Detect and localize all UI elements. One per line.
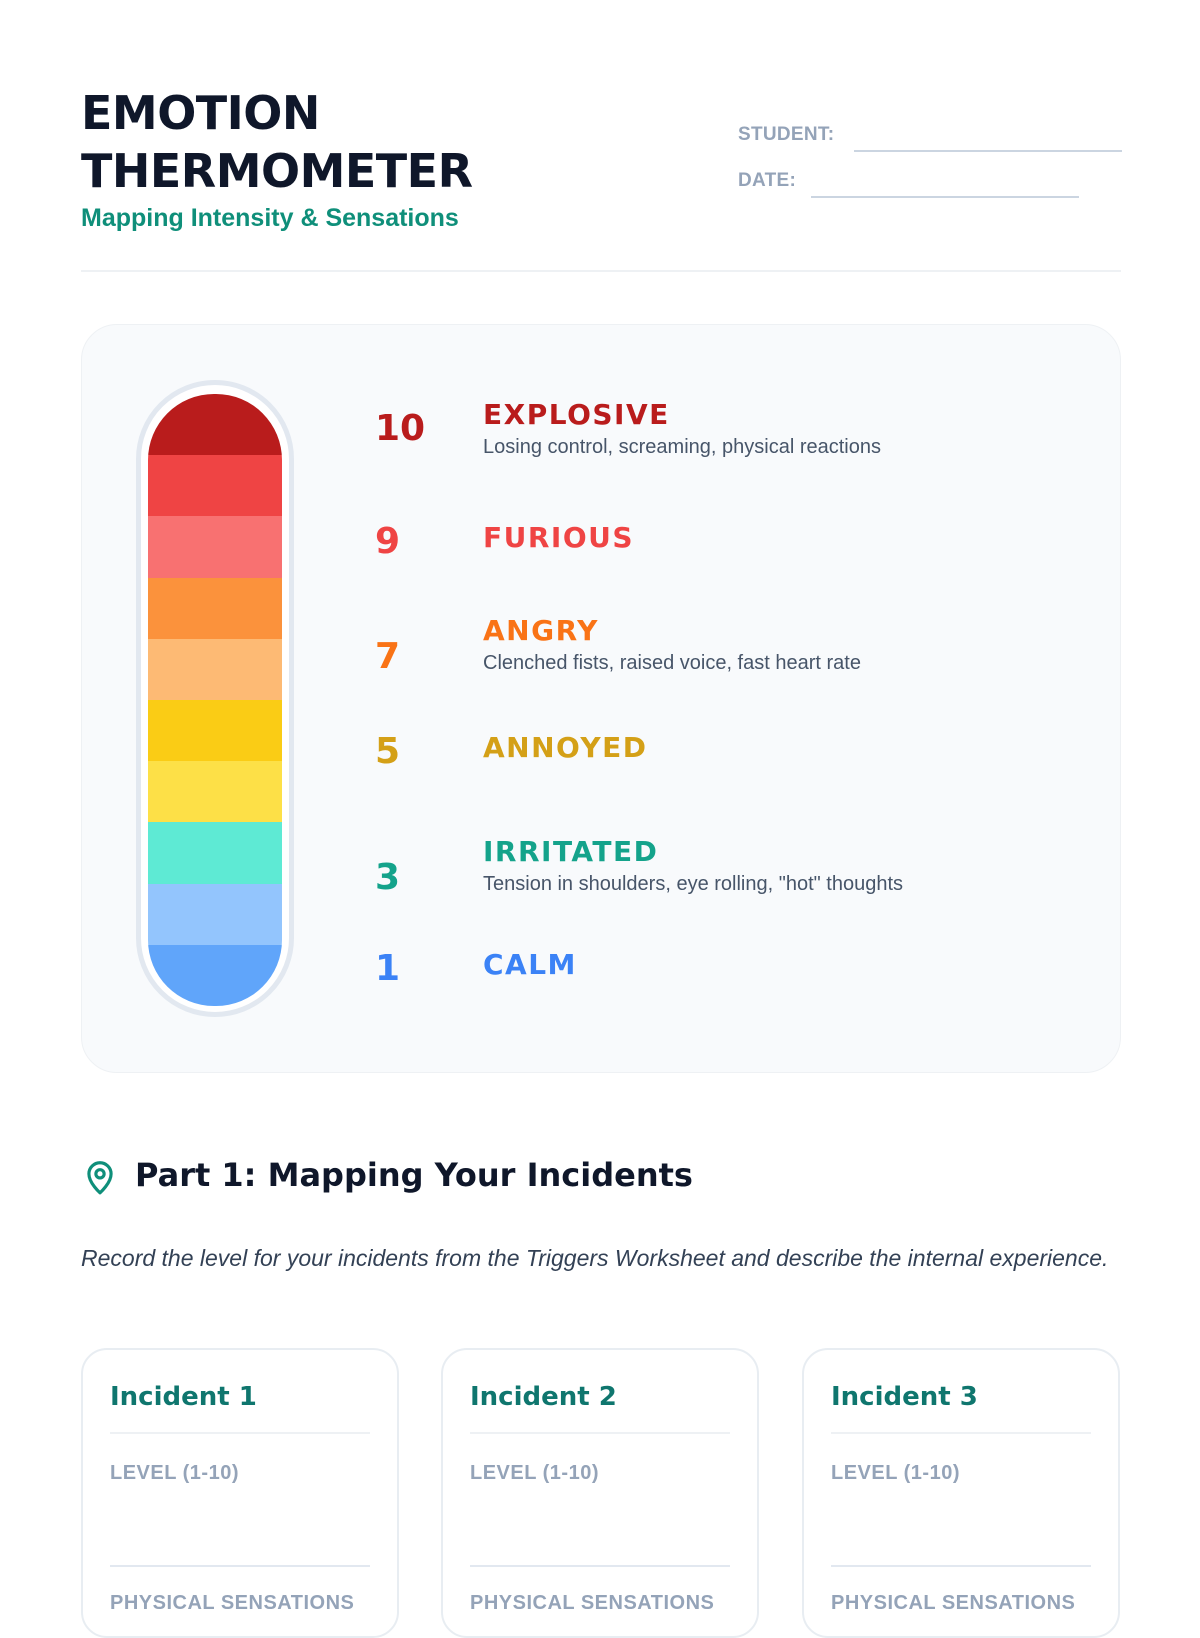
divider — [831, 1432, 1091, 1434]
level-description: Tension in shoulders, eye rolling, "hot"… — [483, 873, 904, 895]
title-line-2: THERMOMETER — [81, 144, 473, 198]
sensations-label: PHYSICAL SENSATIONS — [470, 1592, 715, 1614]
thermometer-segment — [148, 822, 282, 884]
thermometer-segment — [148, 761, 282, 823]
level-name: EXPLOSIVE — [483, 398, 670, 431]
level-label: LEVEL (1-10) — [470, 1462, 599, 1484]
level-description: Losing control, screaming, physical reac… — [483, 436, 881, 458]
level-field[interactable] — [831, 1565, 1091, 1567]
level-number: 7 — [375, 636, 401, 677]
thermometer-segment — [148, 944, 282, 1006]
level-label: LEVEL (1-10) — [110, 1462, 239, 1484]
worksheet-header: EMOTION THERMOMETER Mapping Intensity & … — [81, 84, 1123, 272]
incident-card-3[interactable]: Incident 3 LEVEL (1-10) PHYSICAL SENSATI… — [802, 1348, 1120, 1638]
thermometer-segment — [148, 883, 282, 945]
level-number: 10 — [375, 408, 426, 449]
incident-title: Incident 3 — [831, 1382, 978, 1412]
thermometer-tube — [136, 380, 294, 1017]
date-label: DATE: — [738, 170, 797, 191]
student-name-field[interactable] — [854, 150, 1122, 152]
thermometer-card: 10 EXPLOSIVE Losing control, screaming, ph… — [81, 324, 1121, 1073]
map-pin-icon — [87, 1161, 113, 1195]
thermometer-segment — [148, 638, 282, 700]
thermometer-segment — [148, 516, 282, 578]
level-name: ANGRY — [483, 614, 599, 647]
level-field[interactable] — [110, 1565, 370, 1567]
page-title: EMOTION THERMOMETER — [81, 84, 601, 200]
level-name: FURIOUS — [483, 521, 635, 554]
thermometer-scale — [148, 394, 282, 1006]
thermometer-segment — [148, 699, 282, 762]
incident-card-2[interactable]: Incident 2 LEVEL (1-10) PHYSICAL SENSATI… — [441, 1348, 759, 1638]
level-number: 1 — [375, 948, 401, 989]
title-line-1: EMOTION — [81, 86, 320, 140]
incident-title: Incident 1 — [110, 1382, 257, 1412]
date-field[interactable] — [811, 196, 1079, 198]
incident-title: Incident 2 — [470, 1382, 617, 1412]
thermometer-segment — [148, 455, 282, 517]
level-label: LEVEL (1-10) — [831, 1462, 960, 1484]
incident-card-1[interactable]: Incident 1 LEVEL (1-10) PHYSICAL SENSATI… — [81, 1348, 399, 1638]
part1-instructions: Record the level for your incidents from… — [81, 1245, 1109, 1271]
student-label: STUDENT: — [738, 124, 835, 145]
date-row: DATE: — [738, 170, 1123, 216]
student-info: STUDENT: DATE: — [738, 124, 1123, 216]
level-name: CALM — [483, 948, 577, 981]
thermometer-segment — [148, 577, 282, 639]
divider — [110, 1432, 370, 1434]
level-name: IRRITATED — [483, 835, 659, 868]
level-number: 9 — [375, 521, 401, 562]
student-row: STUDENT: — [738, 124, 1123, 170]
level-number: 5 — [375, 731, 401, 772]
level-field[interactable] — [470, 1565, 730, 1567]
page-subtitle: Mapping Intensity & Sensations — [81, 204, 459, 232]
level-name: ANNOYED — [483, 731, 648, 764]
part1-title: Part 1: Mapping Your Incidents — [135, 1156, 693, 1194]
sensations-label: PHYSICAL SENSATIONS — [831, 1592, 1076, 1614]
level-description: Clenched fists, raised voice, fast heart… — [483, 652, 861, 674]
sensations-label: PHYSICAL SENSATIONS — [110, 1592, 355, 1614]
part1-header: Part 1: Mapping Your Incidents — [81, 1156, 1121, 1200]
thermometer-segment — [148, 394, 282, 456]
level-number: 3 — [375, 857, 401, 898]
divider — [470, 1432, 730, 1434]
